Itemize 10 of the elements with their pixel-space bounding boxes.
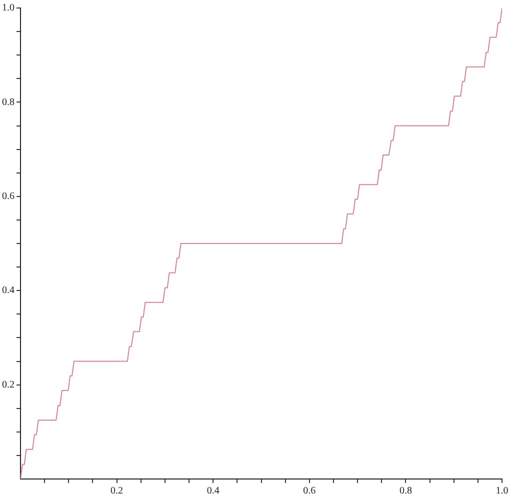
x-tick-label: 0.2	[110, 486, 124, 497]
y-tick-label: 0.2	[2, 379, 14, 390]
y-tick-label: 0.4	[2, 285, 14, 296]
y-tick-label: 0.8	[2, 96, 14, 108]
x-tick-label: 0.4	[206, 486, 220, 497]
x-tick-label: 0.8	[399, 486, 412, 497]
y-tick-label: 0.6	[2, 191, 14, 202]
x-tick-label: 1.0	[496, 486, 508, 497]
y-tick-label: 1.0	[2, 2, 14, 14]
x-tick-label: 0.6	[303, 486, 316, 497]
